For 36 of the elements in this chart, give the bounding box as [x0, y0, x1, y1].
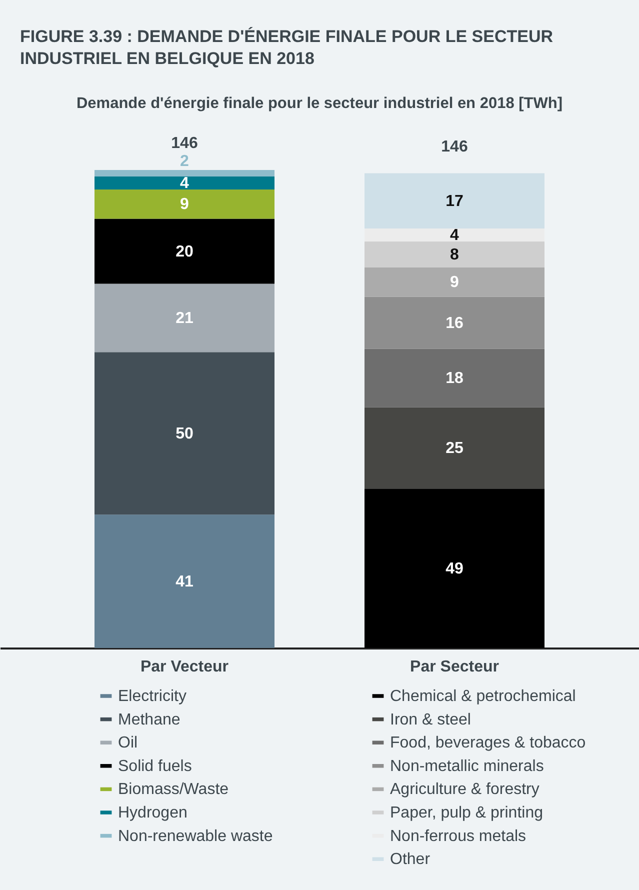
data-label: 9: [450, 274, 460, 292]
chart-subtitle: Demande d'énergie finale pour le secteur industriel en 2018 [TWh]: [76, 95, 563, 112]
data-label: 2: [180, 153, 190, 170]
legend-label: Chemical & petrochemical: [390, 688, 576, 705]
total-label: 146: [441, 138, 468, 156]
data-label: 49: [446, 560, 464, 578]
data-label: 50: [176, 425, 194, 442]
data-label: 8: [450, 246, 460, 264]
data-label: 41: [176, 573, 194, 590]
data-label: 17: [446, 192, 464, 210]
legend-label: Food, beverages & tobacco: [390, 734, 586, 752]
data-label: 4: [450, 227, 460, 244]
legend-label: Hydrogen: [118, 804, 188, 822]
legend-label: Solid fuels: [118, 758, 192, 775]
data-label: 18: [446, 370, 464, 388]
legend-label: Biomass/Waste: [118, 781, 229, 798]
data-label: 21: [176, 310, 194, 327]
legend-label: Methane: [118, 711, 180, 728]
data-label: 25: [446, 440, 464, 458]
x-tick-label: Par Vecteur: [140, 658, 229, 676]
legend-label: Iron & steel: [390, 711, 471, 728]
chart-title: FIGURE 3.39 : DEMANDE D'ÉNERGIE FINALE POUR LE SECTEUR INDUSTRIEL EN BELGIQUE EN 2018: [20, 26, 553, 68]
data-label: 20: [176, 243, 194, 260]
total-label: 146: [171, 135, 198, 152]
legend-label: Electricity: [118, 688, 186, 705]
legend-label: Paper, pulp & printing: [390, 804, 543, 822]
x-tick-label: Par Secteur: [410, 658, 499, 676]
legend-label: Non-metallic minerals: [390, 758, 544, 775]
legend-label: Other: [390, 851, 431, 868]
legend-label: Non-ferrous metals: [390, 828, 526, 845]
legend-label: Agriculture & forestry: [390, 781, 540, 798]
data-label: 16: [446, 314, 464, 332]
legend-label: Oil: [118, 734, 138, 752]
legend-label: Non-renewable waste: [118, 828, 273, 845]
data-label: 4: [180, 175, 190, 192]
data-label: 9: [180, 196, 190, 214]
